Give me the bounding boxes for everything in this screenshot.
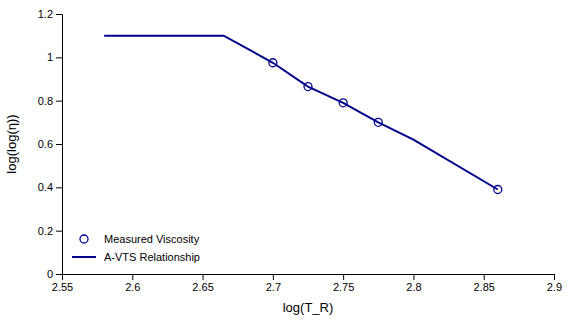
y-tick-label: 1.2 — [38, 8, 53, 20]
x-tick-label: 2.9 — [547, 281, 562, 293]
scatter-point — [339, 99, 347, 107]
x-tick-mark — [273, 274, 274, 280]
y-tick: 0.2 — [38, 225, 62, 237]
plot-area — [104, 36, 502, 194]
scatter-point — [494, 186, 502, 194]
legend-item: A-VTS Relationship — [72, 251, 200, 263]
y-tick-mark — [56, 231, 62, 232]
y-tick-mark — [56, 144, 62, 145]
legend: Measured Viscosity A-VTS Relationship — [72, 233, 200, 263]
x-tick-label: 2.55 — [52, 281, 73, 293]
y-tick-mark — [56, 187, 62, 188]
x-tick-mark — [554, 274, 555, 280]
y-tick-label: 0.8 — [38, 95, 53, 107]
y-tick: 0.4 — [38, 181, 62, 193]
line — [104, 36, 498, 190]
x-tick-label: 2.6 — [125, 281, 140, 293]
x-tick: 2.7 — [266, 274, 281, 293]
y-tick-mark — [56, 57, 62, 58]
x-tick-label: 2.85 — [474, 281, 495, 293]
x-tick: 2.75 — [333, 274, 354, 293]
x-axis: 2.55 2.6 2.65 2.7 2.75 2.8 2.85 2.9 — [52, 274, 562, 293]
x-tick-label: 2.8 — [406, 281, 421, 293]
y-tick: 1 — [47, 51, 62, 63]
x-tick-mark — [413, 274, 414, 280]
x-axis-title: log(T_R) — [283, 300, 334, 315]
y-axis-line — [56, 15, 63, 275]
y-tick-label: 0.2 — [38, 225, 53, 237]
y-tick: 0.6 — [38, 138, 62, 150]
y-tick-label: 1 — [47, 51, 53, 63]
x-tick: 2.8 — [406, 274, 421, 293]
legend-label: Measured Viscosity — [104, 233, 200, 245]
y-tick-mark — [56, 101, 62, 102]
x-tick-label: 2.7 — [266, 281, 281, 293]
x-tick-mark — [203, 274, 204, 280]
x-tick: 2.55 — [52, 274, 73, 293]
x-tick-label: 2.65 — [192, 281, 213, 293]
legend-symbol — [80, 235, 88, 243]
x-tick-mark — [343, 274, 344, 280]
scatter-point — [374, 118, 382, 126]
chart-svg: 2.55 2.6 2.65 2.7 2.75 2.8 2.85 2.9 0 0.2 0.4 0.6 0.… — [0, 0, 574, 322]
scatter-point — [304, 83, 312, 91]
y-tick-label: 0 — [47, 268, 53, 280]
y-axis: 0 0.2 0.4 0.6 0.8 1 1.2 — [38, 8, 63, 280]
legend-symbol — [72, 256, 96, 258]
y-tick: 1.2 — [38, 8, 62, 20]
legend-item: Measured Viscosity — [80, 233, 200, 245]
chart-container: 2.55 2.6 2.65 2.7 2.75 2.8 2.85 2.9 0 0.2 0.4 0.6 0.… — [0, 0, 574, 322]
x-tick-mark — [132, 274, 133, 280]
x-axis-line — [63, 275, 555, 281]
y-tick-label: 0.4 — [38, 181, 53, 193]
x-tick: 2.85 — [474, 274, 495, 293]
y-tick: 0.8 — [38, 95, 62, 107]
x-tick-mark — [484, 274, 485, 280]
scatter-point — [269, 59, 277, 67]
y-tick: 0 — [47, 268, 62, 280]
x-tick-label: 2.75 — [333, 281, 354, 293]
y-axis-title: log(log(η)) — [4, 114, 19, 173]
x-tick: 2.65 — [192, 274, 213, 293]
y-tick-label: 0.6 — [38, 138, 53, 150]
x-tick: 2.9 — [547, 274, 562, 293]
y-tick-mark — [56, 274, 62, 275]
legend-label: A-VTS Relationship — [104, 251, 200, 263]
y-tick-mark — [56, 14, 62, 15]
x-tick: 2.6 — [125, 274, 140, 293]
